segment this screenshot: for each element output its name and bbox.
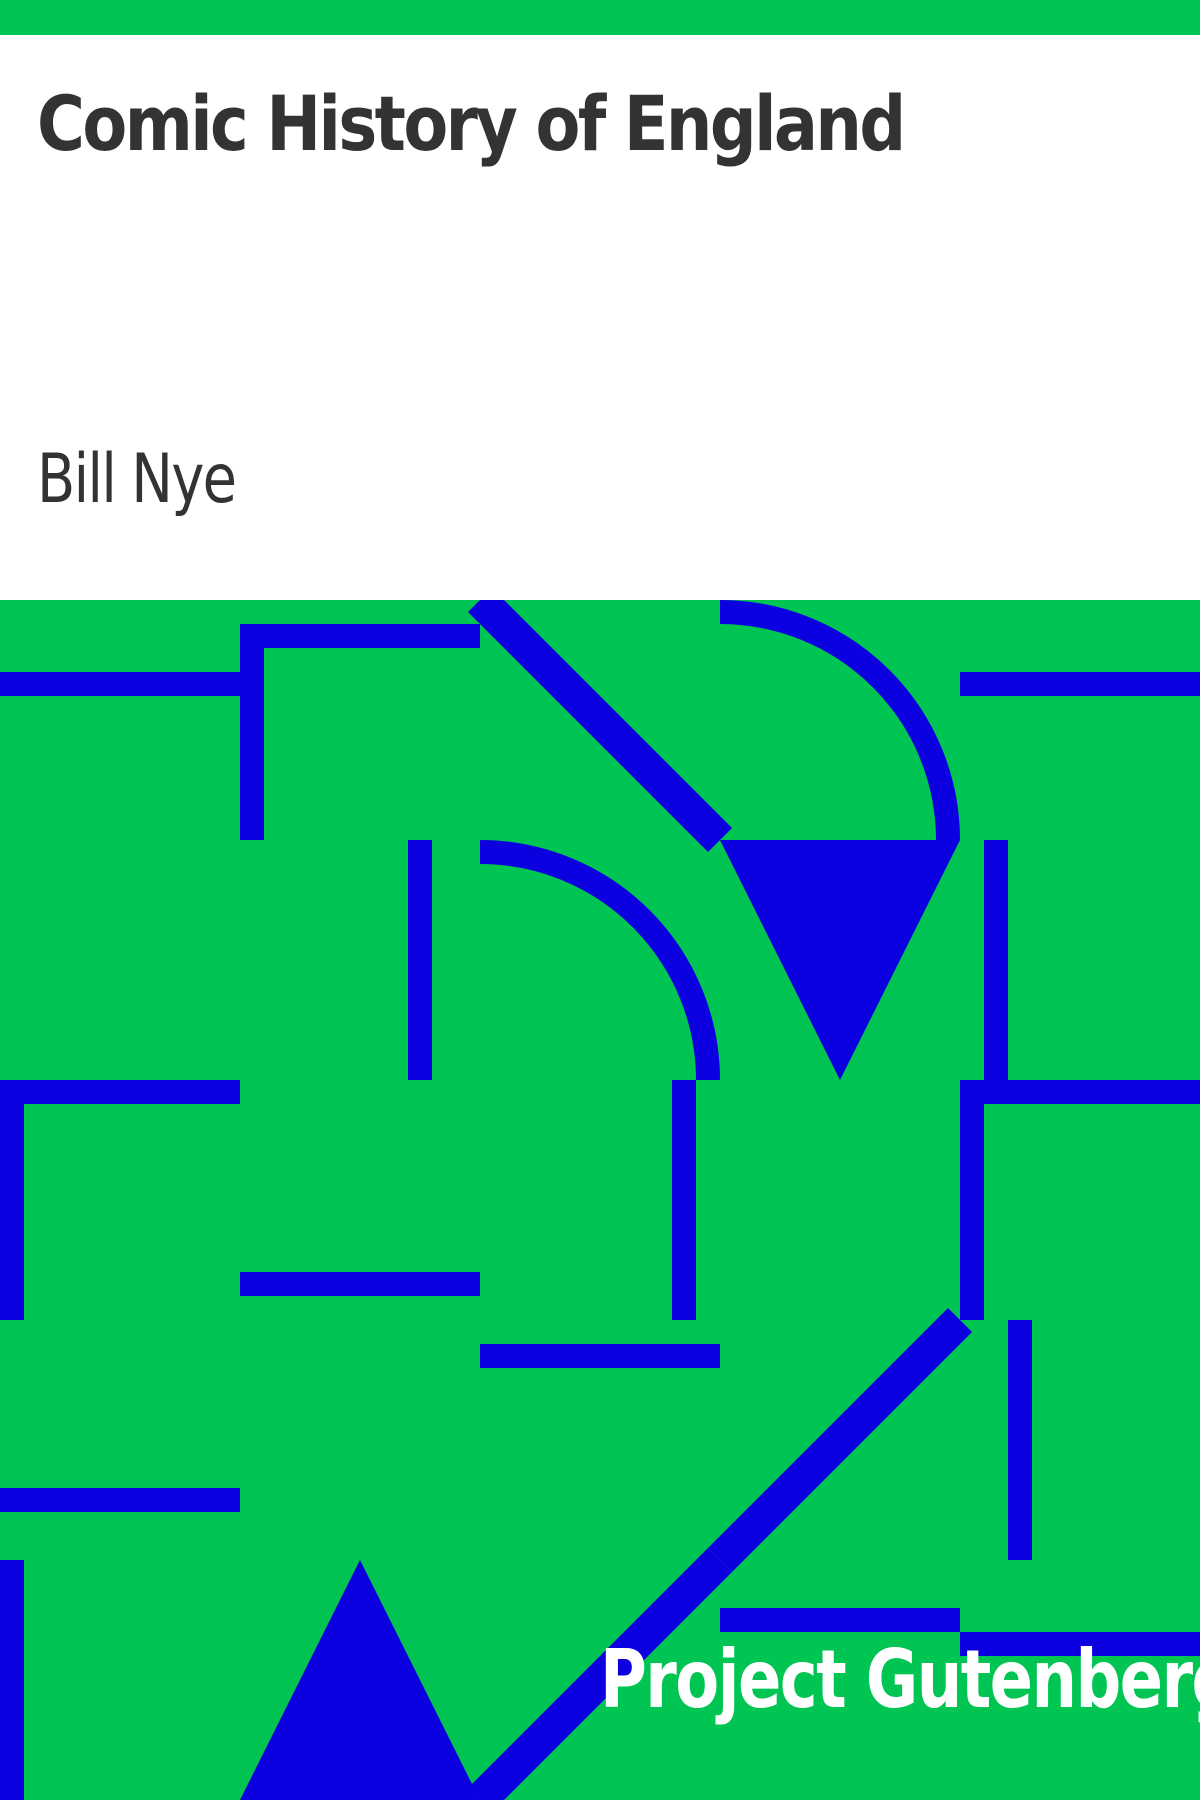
pattern-bar bbox=[672, 1080, 696, 1320]
pattern-diagonal bbox=[707, 1307, 973, 1573]
pattern-bar bbox=[480, 1344, 720, 1368]
pattern-arc bbox=[479, 840, 720, 1081]
pattern-bar bbox=[0, 1560, 24, 1800]
pattern-bar bbox=[984, 840, 1008, 1080]
pattern-bar bbox=[408, 840, 432, 1080]
pattern-shapes bbox=[0, 624, 1200, 1080]
pattern-bar bbox=[960, 1080, 984, 1320]
top-color-bar bbox=[0, 0, 1200, 35]
book-author: Bill Nye bbox=[37, 440, 237, 519]
pattern-bar bbox=[720, 1608, 960, 1632]
pattern-bar bbox=[240, 1272, 480, 1296]
pattern-bar bbox=[960, 1632, 1200, 1656]
pattern-triangle bbox=[720, 840, 960, 1080]
pattern-bar bbox=[960, 672, 1200, 696]
cover-pattern bbox=[0, 600, 1200, 1800]
book-title: Comic History of England bbox=[37, 79, 906, 168]
pattern-diagonal bbox=[467, 1547, 733, 1800]
pattern-background bbox=[0, 600, 1200, 1800]
pattern-diagonal bbox=[467, 600, 733, 853]
pattern-bar bbox=[960, 1080, 1200, 1104]
pattern-bar bbox=[240, 624, 264, 840]
pattern-bar bbox=[240, 624, 480, 648]
pattern-bar bbox=[0, 1080, 240, 1104]
pattern-bar bbox=[0, 1080, 24, 1320]
pattern-triangle bbox=[240, 1560, 480, 1800]
pattern-bar bbox=[1008, 1320, 1032, 1560]
pattern-shapes-lower bbox=[0, 1080, 1200, 1800]
pattern-bar bbox=[0, 672, 240, 696]
pattern-arc bbox=[719, 600, 960, 841]
publisher-name: Project Gutenberg bbox=[600, 1633, 1200, 1726]
pattern-bar bbox=[0, 1488, 240, 1512]
